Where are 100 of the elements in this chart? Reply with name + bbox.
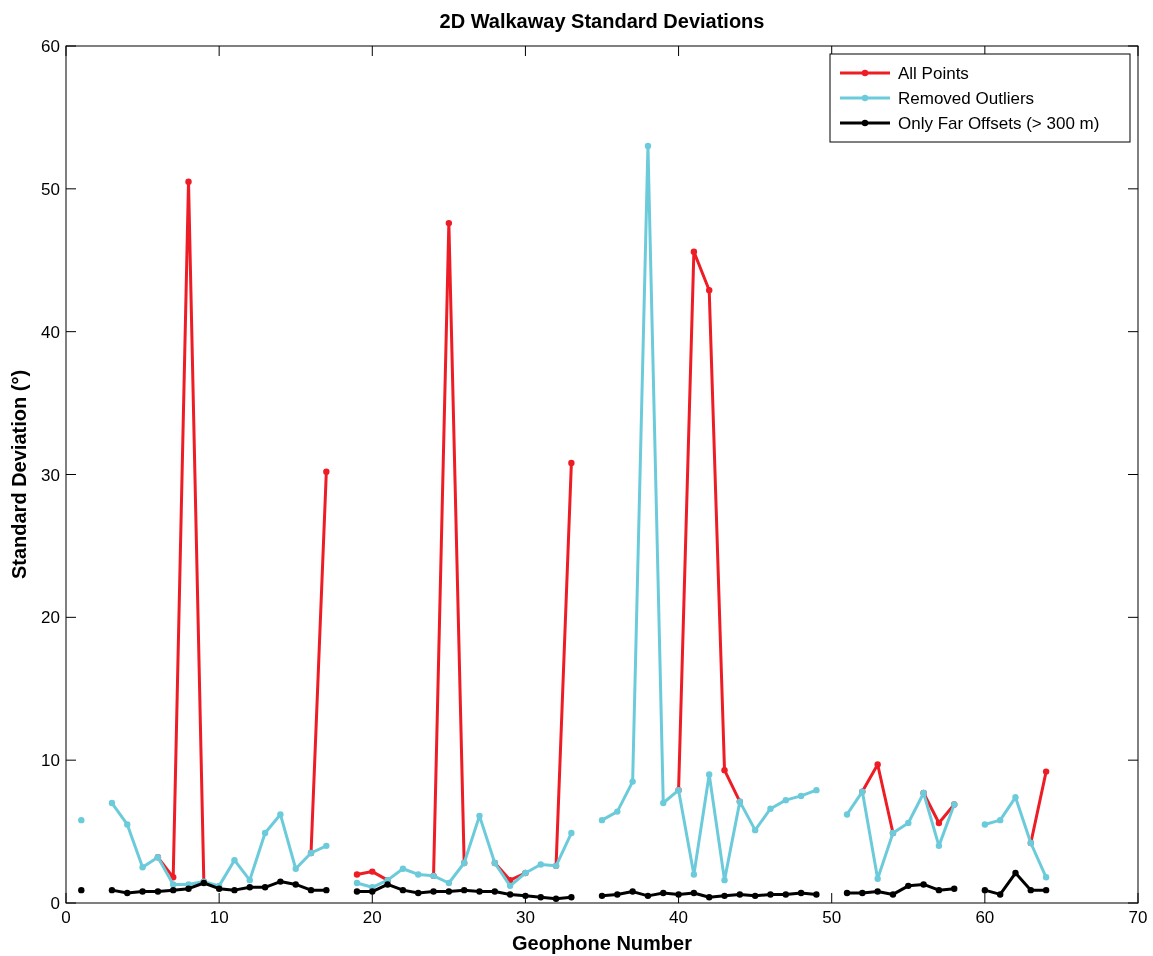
point <box>261 829 269 837</box>
y-tick-label: 20 <box>41 608 60 628</box>
point <box>491 888 498 895</box>
legend-label: All Points <box>898 64 969 83</box>
point <box>353 888 361 895</box>
point <box>736 891 744 898</box>
point <box>246 884 253 891</box>
point <box>935 842 943 850</box>
point <box>690 871 698 878</box>
point <box>445 879 453 887</box>
point <box>797 792 805 800</box>
point <box>660 889 667 897</box>
point <box>843 811 851 818</box>
point <box>675 891 682 898</box>
point <box>920 881 927 888</box>
point <box>307 886 315 894</box>
legend-label: Removed Outliers <box>898 89 1035 108</box>
point <box>124 889 131 897</box>
y-tick-label: 50 <box>41 179 60 199</box>
point <box>644 892 652 900</box>
point <box>935 819 943 827</box>
point <box>629 778 636 785</box>
point <box>1027 886 1034 894</box>
point <box>1012 869 1019 877</box>
point <box>154 888 162 895</box>
point <box>430 888 437 895</box>
point <box>277 878 284 885</box>
point <box>660 799 667 807</box>
point <box>552 895 560 902</box>
point <box>981 821 989 828</box>
point <box>598 816 606 824</box>
x-tick-label: 60 <box>975 908 995 927</box>
point <box>185 178 192 185</box>
point <box>782 891 789 898</box>
chart-title: 2D Walkaway Standard Deviations <box>439 10 765 32</box>
y-axis-title: Standard Deviation (°) <box>8 369 30 580</box>
point <box>399 865 407 872</box>
point <box>506 882 514 890</box>
point <box>706 287 713 294</box>
point <box>690 248 698 255</box>
point <box>476 812 483 820</box>
point <box>996 816 1004 824</box>
point <box>78 816 85 824</box>
x-tick-label: 20 <box>362 908 382 927</box>
point <box>1042 886 1050 894</box>
point <box>813 786 820 794</box>
point <box>506 891 514 898</box>
point <box>935 886 943 894</box>
point <box>690 889 698 897</box>
point <box>568 459 575 467</box>
point <box>353 871 361 878</box>
point <box>721 876 728 884</box>
point <box>1042 768 1050 775</box>
point <box>721 892 728 900</box>
point <box>246 876 253 884</box>
point <box>644 142 652 150</box>
y-tick-label: 40 <box>41 322 60 342</box>
point <box>996 891 1004 898</box>
point <box>797 889 805 897</box>
point <box>108 799 116 807</box>
point <box>905 882 912 890</box>
point <box>843 889 851 897</box>
point <box>476 888 483 895</box>
point <box>231 886 238 894</box>
point <box>292 881 299 888</box>
point <box>614 891 621 898</box>
point <box>537 894 544 901</box>
point <box>108 886 116 894</box>
point <box>323 842 330 850</box>
point <box>445 888 453 895</box>
point <box>277 811 284 818</box>
x-axis-title: Geophone Number <box>511 932 693 954</box>
point <box>629 888 636 895</box>
point <box>139 888 146 895</box>
point <box>767 891 774 898</box>
point <box>353 879 361 887</box>
point <box>951 885 958 892</box>
point <box>460 886 468 894</box>
point <box>568 894 575 901</box>
point <box>323 886 330 894</box>
point <box>767 805 774 812</box>
point <box>874 875 881 882</box>
point <box>124 821 131 828</box>
point <box>782 796 789 804</box>
y-tick-label: 10 <box>41 751 60 771</box>
point <box>874 761 881 768</box>
y-tick-label: 60 <box>41 37 60 56</box>
point <box>614 808 621 815</box>
point <box>1012 794 1019 801</box>
legend-label: Only Far Offsets (> 300 m) <box>898 114 1100 133</box>
x-tick-label: 10 <box>209 908 229 927</box>
y-tick-label: 30 <box>41 465 60 485</box>
point <box>78 886 85 894</box>
point <box>415 871 422 878</box>
x-tick-label: 40 <box>669 908 689 927</box>
point <box>415 889 422 897</box>
point <box>323 468 330 475</box>
point <box>261 884 269 891</box>
point <box>170 886 177 894</box>
x-tick-label: 50 <box>822 908 842 927</box>
